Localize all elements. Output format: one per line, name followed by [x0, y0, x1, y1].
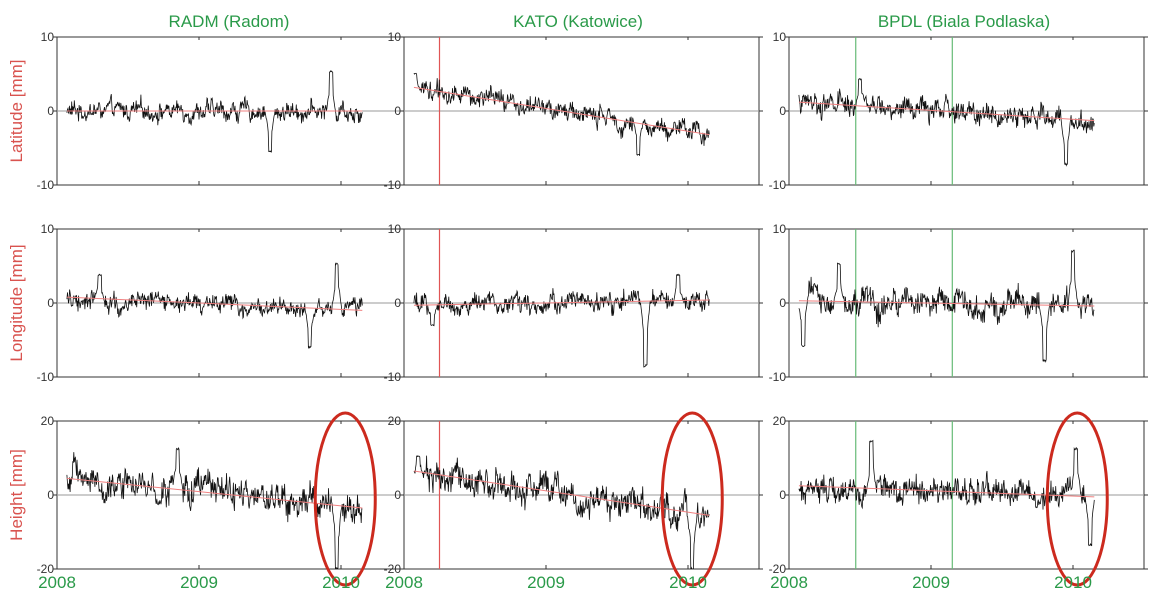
- station-titles: RADM (Radom) KATO (Katowice) BPDL (Biala…: [169, 12, 1051, 31]
- trend-line: [413, 86, 710, 136]
- panel-kato-longitude: -10 0 10: [384, 222, 763, 384]
- y-tick-label: -10: [384, 370, 402, 384]
- year-label: 2008: [770, 573, 808, 592]
- y-tick-label: 0: [394, 296, 401, 310]
- component-axis-labels: Latitude [mm] Longitude [mm] Height [mm]: [7, 60, 26, 541]
- y-tick-label: 0: [779, 296, 786, 310]
- highlight-ellipse: [313, 411, 377, 587]
- series-line: [413, 454, 710, 569]
- y-tick-label: -10: [769, 178, 787, 192]
- panel-radm-longitude: -10 0 10: [37, 222, 416, 384]
- year-label: 2009: [527, 573, 565, 592]
- station-title-kato: KATO (Katowice): [513, 12, 643, 31]
- y-tick-label: -20: [769, 562, 787, 576]
- y-tick-label: 10: [41, 222, 55, 236]
- y-tick-label: -20: [37, 562, 55, 576]
- y-tick-label: 20: [773, 414, 787, 428]
- y-tick-label: -20: [384, 562, 402, 576]
- panel-radm-height: -20 0 20 2008 2009 2010: [37, 411, 416, 592]
- y-tick-label: 0: [394, 104, 401, 118]
- year-label: 2008: [385, 573, 423, 592]
- series-line: [66, 262, 363, 350]
- trend-line: [413, 299, 710, 306]
- panel-bpdl-latitude: -10 0 10: [769, 30, 1148, 192]
- y-tick-label: 0: [47, 296, 54, 310]
- y-tick-label: 0: [394, 488, 401, 502]
- y-tick-label: 0: [47, 488, 54, 502]
- year-label: 2008: [38, 573, 76, 592]
- y-tick-label: 10: [773, 222, 787, 236]
- trend-line: [798, 101, 1095, 122]
- y-tick-label: 10: [41, 30, 55, 44]
- y-tick-label: -10: [37, 178, 55, 192]
- panel-kato-latitude: -10 0 10: [384, 30, 763, 192]
- ylabel-longitude: Longitude [mm]: [7, 244, 26, 361]
- y-tick-label: -10: [384, 178, 402, 192]
- panel-bpdl-longitude: -10 0 10: [769, 222, 1148, 384]
- ylabel-height: Height [mm]: [7, 449, 26, 541]
- year-label: 2009: [912, 573, 950, 592]
- trend-line: [798, 300, 1095, 307]
- y-tick-label: 10: [773, 30, 787, 44]
- y-tick-label: -10: [37, 370, 55, 384]
- series-line: [798, 439, 1095, 547]
- panel-radm-latitude: -10 0 10: [37, 30, 416, 192]
- year-label: 2009: [180, 573, 218, 592]
- year-label: 2010: [322, 573, 360, 592]
- highlight-ellipse: [660, 411, 724, 587]
- year-label: 2010: [1054, 573, 1092, 592]
- y-tick-label: 0: [779, 104, 786, 118]
- ylabel-latitude: Latitude [mm]: [7, 60, 26, 163]
- series-line: [66, 70, 363, 153]
- station-title-radm: RADM (Radom): [169, 12, 290, 31]
- year-label: 2010: [669, 573, 707, 592]
- panel-bpdl-height: -20 0 20 2008 2009 2010: [769, 411, 1148, 592]
- trend-line: [66, 296, 363, 311]
- y-tick-label: 20: [41, 414, 55, 428]
- y-tick-label: 10: [388, 30, 402, 44]
- trend-line: [798, 485, 1095, 498]
- series-line: [798, 78, 1095, 167]
- y-tick-label: 0: [47, 104, 54, 118]
- series-line: [798, 249, 1095, 363]
- trend-line: [66, 477, 363, 509]
- y-tick-label: 20: [388, 414, 402, 428]
- panel-kato-height: -20 0 20 2008 2009 2010: [384, 411, 763, 592]
- trend-line: [413, 470, 710, 516]
- chart-panels: -10 0 10 -10 0 10 -10 0 10 -10 0 10 -10 0 10 -10 0 10 -20 0…: [37, 30, 1148, 592]
- y-tick-label: 10: [388, 222, 402, 236]
- y-tick-label: -10: [769, 370, 787, 384]
- series-line: [66, 446, 363, 569]
- station-title-bpdl: BPDL (Biala Podlaska): [878, 12, 1050, 31]
- y-tick-label: 0: [779, 488, 786, 502]
- highlight-ellipse: [1045, 411, 1109, 587]
